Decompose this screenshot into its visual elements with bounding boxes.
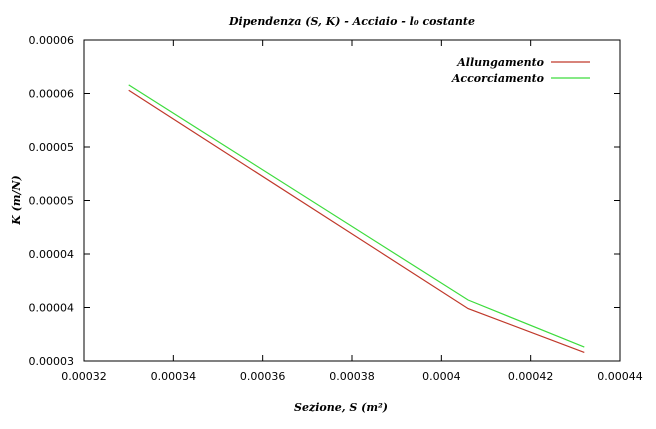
plot-frame bbox=[83, 39, 621, 362]
series-line-allungamento bbox=[128, 89, 585, 353]
y-tick-label: 0.00004 bbox=[29, 302, 75, 315]
x-tick-label: 0.0004 bbox=[422, 370, 461, 383]
y-tick-label: 0.00005 bbox=[29, 141, 75, 154]
y-tick-label: 0.00006 bbox=[29, 88, 75, 101]
series-line-accorciamento bbox=[128, 84, 585, 348]
y-axis-label: K (m/N) bbox=[10, 175, 23, 226]
x-tick-label: 0.00042 bbox=[508, 370, 554, 383]
legend-label: Accorciamento bbox=[451, 72, 544, 85]
legend: Allungamento Accorciamento bbox=[451, 56, 590, 85]
y-axis-ticks: 0.00003 0.00004 0.00004 0.00005 0.00005 0.000… bbox=[29, 34, 620, 368]
x-tick-label: 0.00036 bbox=[240, 370, 286, 383]
x-tick-label: 0.00034 bbox=[151, 370, 197, 383]
x-axis-label: Sezione, S (m²) bbox=[294, 401, 388, 414]
x-tick-label: 0.00032 bbox=[61, 370, 107, 383]
x-axis-ticks: 0.00032 0.00034 0.00036 0.00038 0.0004 0.0004… bbox=[61, 40, 643, 383]
y-tick-label: 0.00004 bbox=[29, 248, 75, 261]
x-tick-label: 0.00038 bbox=[329, 370, 375, 383]
legend-label: Allungamento bbox=[456, 56, 544, 69]
chart-title: Dipendenza (S, K) - Acciaio - l₀ costant… bbox=[228, 15, 475, 28]
x-tick-label: 0.00044 bbox=[597, 370, 643, 383]
y-tick-label: 0.00003 bbox=[29, 355, 75, 368]
y-tick-label: 0.00006 bbox=[29, 34, 75, 47]
y-tick-label: 0.00005 bbox=[29, 195, 75, 208]
series-lines bbox=[128, 84, 585, 353]
